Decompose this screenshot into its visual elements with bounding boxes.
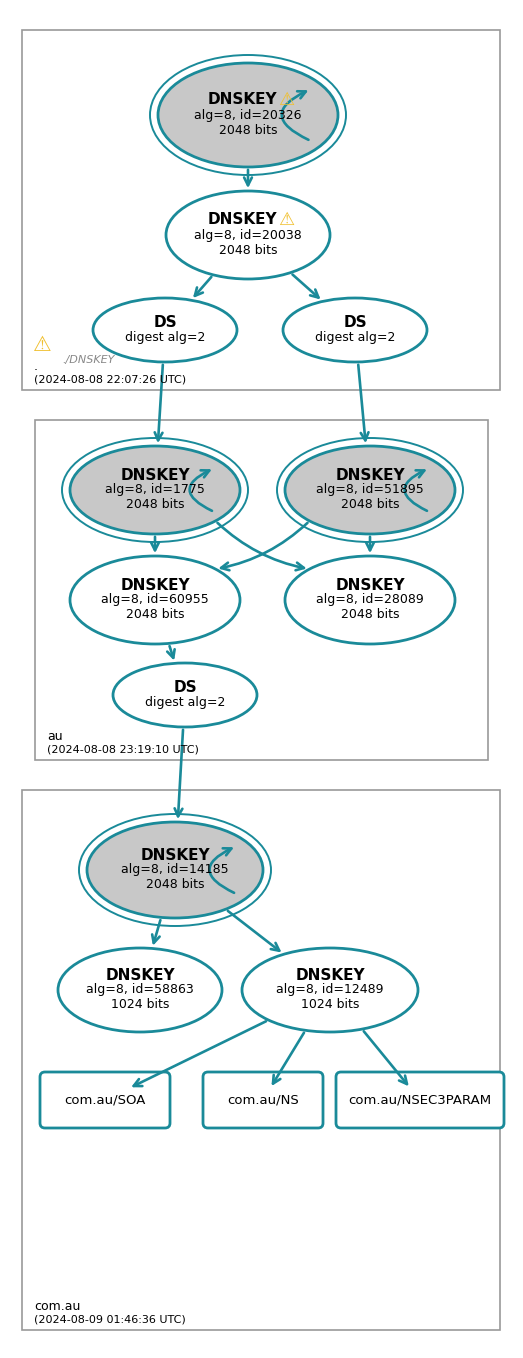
Text: 2048 bits: 2048 bits	[219, 124, 277, 137]
Text: DNSKEY: DNSKEY	[207, 212, 277, 228]
Ellipse shape	[113, 663, 257, 727]
Text: DNSKEY: DNSKEY	[140, 847, 210, 862]
Ellipse shape	[93, 297, 237, 363]
Ellipse shape	[285, 555, 455, 644]
Text: DNSKEY: DNSKEY	[120, 577, 190, 592]
Bar	[35, 420, 488, 760]
Text: alg=8, id=28089: alg=8, id=28089	[316, 593, 424, 607]
Text: ./DNSKEY: ./DNSKEY	[62, 354, 115, 365]
Ellipse shape	[70, 445, 240, 534]
Text: alg=8, id=58863: alg=8, id=58863	[86, 983, 194, 997]
Text: alg=8, id=1775: alg=8, id=1775	[105, 483, 205, 497]
Bar	[22, 790, 500, 1329]
Text: (2024-08-08 23:19:10 UTC): (2024-08-08 23:19:10 UTC)	[47, 744, 199, 754]
Text: DNSKEY: DNSKEY	[295, 967, 365, 982]
Text: 2048 bits: 2048 bits	[341, 608, 399, 622]
Text: ⚠: ⚠	[278, 91, 294, 109]
Text: DNSKEY: DNSKEY	[120, 467, 190, 482]
Text: alg=8, id=14185: alg=8, id=14185	[121, 864, 229, 876]
Text: alg=8, id=51895: alg=8, id=51895	[316, 483, 424, 497]
Text: .: .	[34, 360, 38, 373]
Text: com.au/SOA: com.au/SOA	[64, 1093, 146, 1107]
Text: 2048 bits: 2048 bits	[126, 498, 184, 512]
Text: DNSKEY: DNSKEY	[335, 577, 405, 592]
FancyBboxPatch shape	[40, 1071, 170, 1128]
Ellipse shape	[58, 948, 222, 1032]
Text: com.au: com.au	[34, 1300, 81, 1313]
Text: ⚠: ⚠	[32, 335, 51, 354]
FancyBboxPatch shape	[203, 1071, 323, 1128]
Ellipse shape	[166, 191, 330, 278]
Bar	[22, 30, 500, 390]
Ellipse shape	[285, 445, 455, 534]
Text: digest alg=2: digest alg=2	[125, 331, 205, 344]
Text: alg=8, id=20326: alg=8, id=20326	[194, 109, 302, 121]
Ellipse shape	[158, 62, 338, 167]
Text: (2024-08-08 22:07:26 UTC): (2024-08-08 22:07:26 UTC)	[34, 373, 186, 384]
Text: alg=8, id=60955: alg=8, id=60955	[101, 593, 209, 607]
Text: alg=8, id=20038: alg=8, id=20038	[194, 228, 302, 242]
Text: DNSKEY: DNSKEY	[105, 967, 175, 982]
Text: alg=8, id=12489: alg=8, id=12489	[276, 983, 384, 997]
Text: DNSKEY: DNSKEY	[335, 467, 405, 482]
Text: ⚠: ⚠	[278, 210, 294, 230]
Text: digest alg=2: digest alg=2	[145, 697, 225, 709]
Text: 1024 bits: 1024 bits	[301, 998, 359, 1012]
Text: DNSKEY: DNSKEY	[207, 92, 277, 107]
Text: DS: DS	[153, 315, 177, 330]
Text: 2048 bits: 2048 bits	[341, 498, 399, 512]
Ellipse shape	[70, 555, 240, 644]
Text: 2048 bits: 2048 bits	[146, 879, 204, 891]
Ellipse shape	[242, 948, 418, 1032]
Text: DS: DS	[173, 680, 197, 695]
Text: (2024-08-09 01:46:36 UTC): (2024-08-09 01:46:36 UTC)	[34, 1315, 186, 1324]
Ellipse shape	[87, 822, 263, 918]
FancyBboxPatch shape	[336, 1071, 504, 1128]
Text: 1024 bits: 1024 bits	[111, 998, 169, 1012]
Text: 2048 bits: 2048 bits	[126, 608, 184, 622]
Text: com.au/NS: com.au/NS	[227, 1093, 299, 1107]
Ellipse shape	[283, 297, 427, 363]
Text: DS: DS	[343, 315, 367, 330]
Text: com.au/NSEC3PARAM: com.au/NSEC3PARAM	[348, 1093, 492, 1107]
Text: 2048 bits: 2048 bits	[219, 243, 277, 257]
Text: au: au	[47, 731, 63, 743]
Text: digest alg=2: digest alg=2	[315, 331, 395, 344]
